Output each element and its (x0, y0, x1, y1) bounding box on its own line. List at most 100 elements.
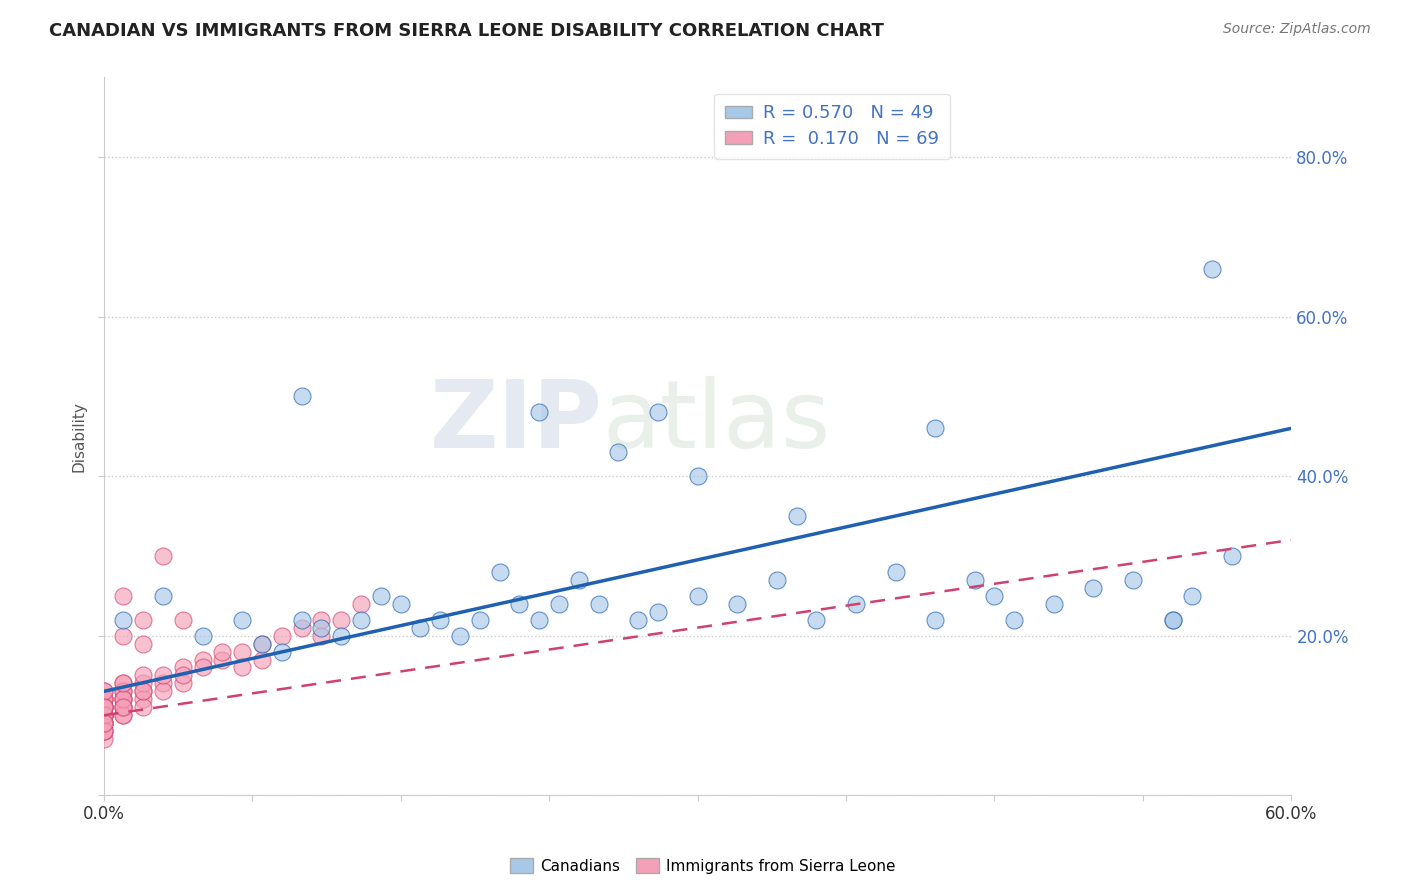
Point (152, 668, 174, 682)
Point (93, 716, 115, 731)
Y-axis label: Disability: Disability (72, 401, 86, 472)
Text: ZIP: ZIP (430, 376, 603, 468)
Point (231, 644, 253, 658)
Point (250, 636, 273, 650)
Point (884, 565, 907, 579)
Point (270, 629, 292, 643)
Point (132, 684, 155, 698)
Point (1083, 581, 1105, 595)
Point (568, 573, 591, 587)
Point (686, 469, 709, 483)
Point (1043, 597, 1066, 611)
Point (112, 692, 135, 706)
Point (112, 700, 135, 714)
Point (152, 589, 174, 603)
Point (449, 629, 471, 643)
Point (93, 692, 115, 706)
Point (132, 684, 155, 698)
Point (786, 508, 808, 523)
Point (93, 708, 115, 723)
Point (112, 708, 135, 723)
Point (290, 621, 312, 635)
Point (350, 597, 373, 611)
Point (152, 684, 174, 698)
Point (191, 652, 214, 666)
Point (132, 636, 155, 650)
Point (93, 708, 115, 723)
Point (1122, 573, 1144, 587)
Point (93, 724, 115, 739)
Point (806, 613, 828, 627)
Point (93, 708, 115, 723)
Point (112, 708, 135, 723)
Point (191, 660, 214, 674)
Point (311, 629, 333, 643)
Point (370, 589, 392, 603)
Point (647, 605, 669, 619)
Point (429, 613, 451, 627)
Point (924, 613, 946, 627)
Point (93, 716, 115, 731)
Point (93, 700, 115, 714)
Point (389, 597, 412, 611)
Point (112, 700, 135, 714)
Point (330, 629, 353, 643)
Point (290, 613, 312, 627)
Point (112, 684, 135, 698)
Point (112, 676, 135, 690)
Point (93, 700, 115, 714)
Point (112, 613, 135, 627)
Point (93, 732, 115, 747)
Point (211, 644, 233, 658)
Point (112, 692, 135, 706)
Point (330, 613, 353, 627)
Point (93, 700, 115, 714)
Point (152, 549, 174, 563)
Legend: R = 0.570   N = 49, R =  0.170   N = 69: R = 0.570 N = 49, R = 0.170 N = 69 (714, 94, 950, 159)
Point (311, 621, 333, 635)
Point (311, 613, 333, 627)
Point (627, 613, 650, 627)
Point (468, 613, 491, 627)
Point (290, 389, 312, 403)
Point (93, 684, 115, 698)
Point (1161, 613, 1184, 627)
Text: Source: ZipAtlas.com: Source: ZipAtlas.com (1223, 22, 1371, 37)
Point (93, 684, 115, 698)
Point (152, 676, 174, 690)
Point (93, 716, 115, 731)
Point (93, 716, 115, 731)
Point (132, 668, 155, 682)
Point (211, 652, 233, 666)
Point (1220, 549, 1243, 563)
Point (132, 692, 155, 706)
Point (1002, 613, 1025, 627)
Point (172, 660, 194, 674)
Point (112, 589, 135, 603)
Point (93, 692, 115, 706)
Point (1161, 613, 1184, 627)
Point (112, 629, 135, 643)
Point (231, 660, 253, 674)
Point (112, 676, 135, 690)
Point (983, 589, 1005, 603)
Point (527, 613, 550, 627)
Point (93, 700, 115, 714)
Point (93, 692, 115, 706)
Point (132, 676, 155, 690)
Point (112, 692, 135, 706)
Point (508, 597, 530, 611)
Point (409, 621, 432, 635)
Point (112, 684, 135, 698)
Point (548, 597, 571, 611)
Point (963, 573, 986, 587)
Point (191, 629, 214, 643)
Point (588, 597, 610, 611)
Point (132, 700, 155, 714)
Point (93, 708, 115, 723)
Point (93, 724, 115, 739)
Point (765, 573, 787, 587)
Point (270, 644, 292, 658)
Legend: Canadians, Immigrants from Sierra Leone: Canadians, Immigrants from Sierra Leone (503, 852, 903, 880)
Point (488, 565, 510, 579)
